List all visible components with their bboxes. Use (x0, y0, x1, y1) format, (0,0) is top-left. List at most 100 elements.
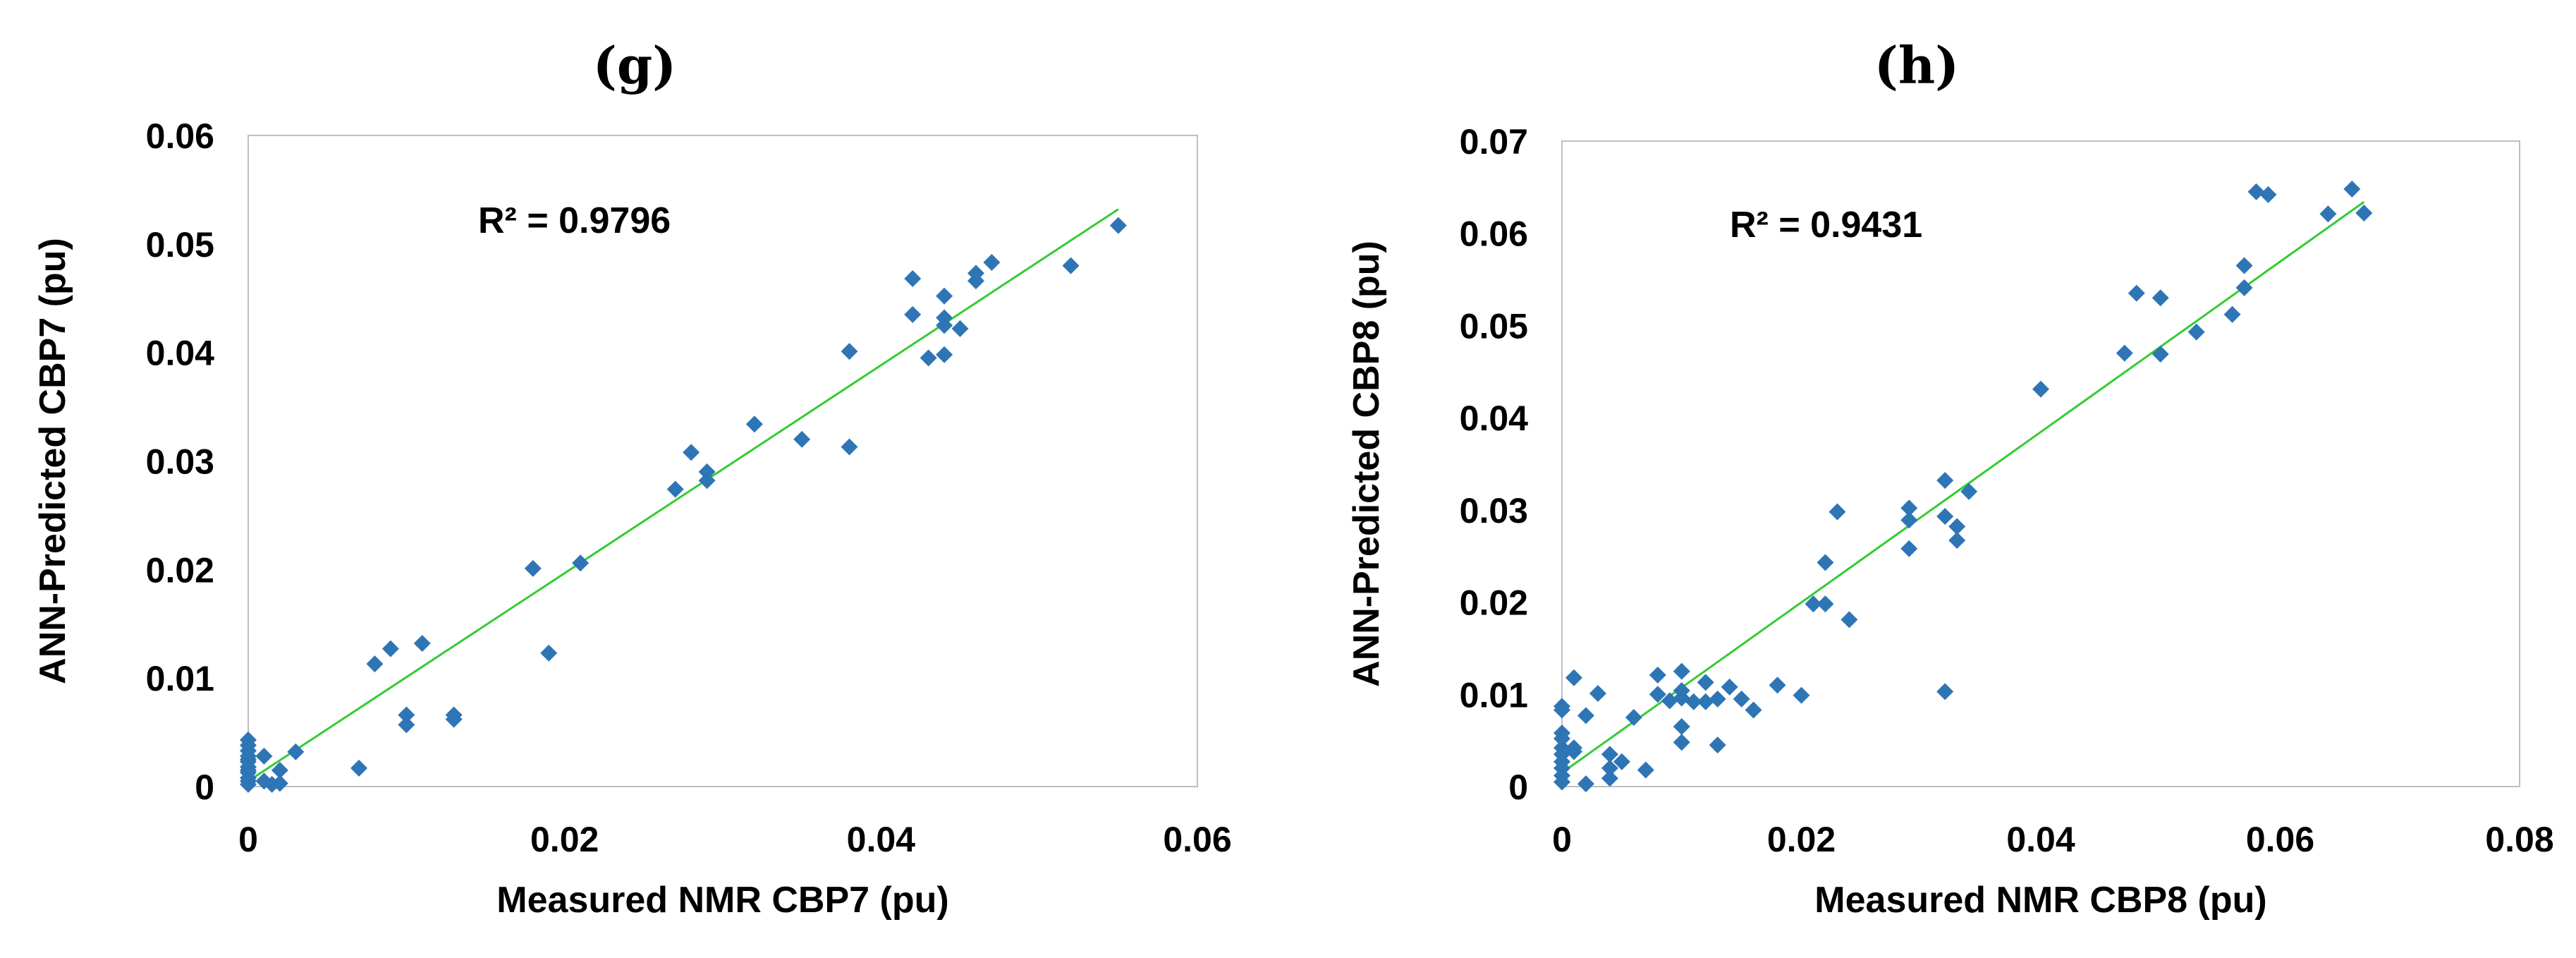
data-point (1577, 707, 1594, 724)
x-tick-label: 0.04 (2006, 820, 2075, 859)
data-point (2128, 284, 2145, 302)
y-tick-label: 0.05 (1460, 306, 1528, 346)
data-point (366, 655, 384, 673)
y-axis-title: ANN-Predicted CBP8 (pu) (1346, 241, 1387, 687)
data-point (524, 559, 542, 577)
y-tick-label: 0.05 (146, 225, 214, 265)
data-point (1625, 708, 1642, 726)
y-tick-label: 0.04 (1460, 399, 1529, 438)
data-point (2116, 344, 2133, 362)
data-point (240, 731, 257, 748)
data-point (1553, 701, 1570, 719)
x-tick-label: 0 (1552, 820, 1572, 859)
data-point (240, 761, 257, 779)
data-point (445, 710, 463, 728)
y-tick-label: 0.01 (146, 659, 214, 698)
data-point (572, 554, 590, 572)
data-point (1793, 686, 1810, 704)
data-point (1673, 662, 1690, 680)
data-point (2187, 323, 2205, 341)
y-tick-label: 0.04 (146, 334, 215, 373)
data-point (2151, 345, 2169, 363)
data-point (1709, 736, 1726, 754)
data-point (1948, 518, 1966, 535)
data-point (1960, 483, 1978, 500)
y-tick-label: 0 (195, 768, 214, 807)
data-point (1685, 693, 1702, 710)
y-tick-label: 0.07 (1460, 122, 1528, 162)
data-point (1661, 692, 1678, 710)
data-point (1649, 686, 1666, 703)
data-point (381, 640, 399, 657)
data-point (1817, 554, 1834, 571)
data-point (2355, 204, 2373, 222)
data-point (1900, 499, 1918, 517)
data-point (1673, 734, 1690, 751)
data-point (1948, 531, 1966, 549)
data-point (1649, 666, 1666, 684)
data-point (2259, 186, 2277, 203)
data-point (240, 751, 257, 768)
data-point (841, 343, 858, 360)
data-point (271, 761, 288, 779)
data-point (1900, 511, 1918, 529)
data-point (1613, 753, 1630, 770)
data-point (2319, 205, 2337, 223)
y-tick-label: 0.03 (146, 442, 214, 482)
data-point (2235, 257, 2253, 274)
panel-label: (h) (1874, 35, 1959, 95)
y-tick-label: 0.01 (1460, 675, 1528, 715)
data-point (255, 747, 273, 765)
data-point (398, 716, 415, 734)
data-point (2235, 279, 2253, 296)
data-point (271, 775, 288, 792)
data-point (920, 349, 937, 367)
data-point (1841, 611, 1858, 629)
data-point (1900, 540, 1918, 557)
plot-area-frame (1561, 140, 2520, 787)
data-point (1062, 257, 1080, 274)
data-point (1936, 683, 1954, 701)
data-point (2247, 183, 2265, 200)
data-point (1805, 595, 1822, 613)
data-point (2223, 305, 2241, 323)
data-point (1817, 595, 1834, 613)
y-tick-label: 0.02 (146, 550, 214, 590)
data-point (904, 270, 922, 288)
data-point (287, 743, 305, 760)
x-tick-label: 0 (238, 820, 258, 859)
plot-area-frame (248, 135, 1198, 787)
data-point (1745, 701, 1762, 719)
data-point (2151, 289, 2169, 307)
x-tick-label: 0.02 (1767, 820, 1836, 859)
data-point (967, 272, 984, 290)
data-point (936, 287, 953, 305)
data-point (1936, 472, 1954, 490)
data-point (1109, 217, 1127, 234)
data-point (1565, 669, 1582, 686)
y-tick-label: 0.06 (146, 116, 214, 156)
data-point (2343, 180, 2361, 198)
x-axis-title: Measured NMR CBP8 (pu) (1814, 880, 2266, 921)
x-tick-label: 0.04 (847, 820, 916, 859)
data-point (1936, 508, 1954, 526)
data-point (1673, 718, 1690, 736)
r-squared-annotation: R² = 0.9796 (478, 200, 671, 241)
data-point (1565, 743, 1582, 760)
data-point (1697, 674, 1714, 691)
data-point (666, 480, 684, 498)
chart-panel-g: (g) 0 0.01 0.02 0.03 0.04 0.05 0.06 0 0.02 0.04 0.0… (32, 35, 1232, 921)
data-point (350, 759, 368, 777)
data-point (1601, 759, 1618, 777)
data-point (413, 634, 431, 652)
data-point (1769, 677, 1786, 694)
y-tick-label: 0.03 (1460, 491, 1528, 530)
x-axis-title: Measured NMR CBP7 (pu) (496, 880, 948, 921)
chart-panel-h: (h) 0 0.01 0.02 0.03 0.04 0.05 0.06 0.07 0 0.02 0.0… (1346, 35, 2554, 921)
data-point (2032, 380, 2049, 398)
data-point (1709, 690, 1726, 708)
data-point (1829, 503, 1846, 521)
data-point (936, 317, 953, 334)
y-tick-label: 0 (1508, 768, 1528, 807)
